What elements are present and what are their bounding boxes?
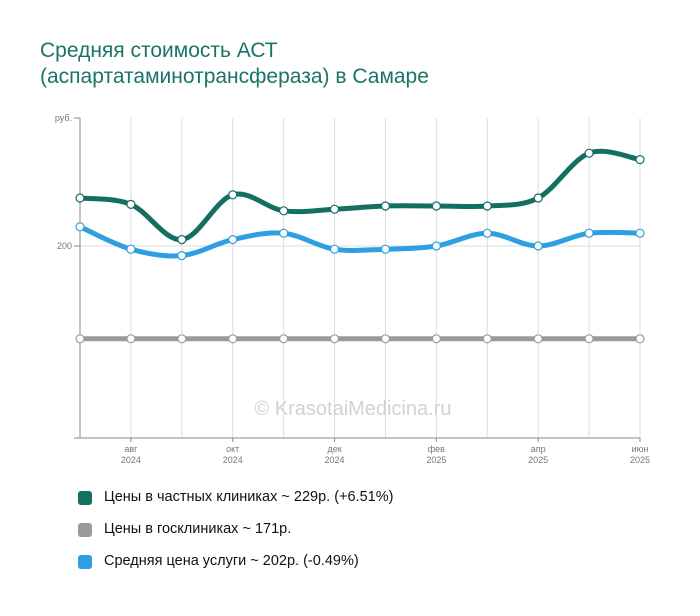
data-point-private[interactable] (75, 193, 85, 203)
legend-swatch-public (78, 523, 92, 537)
data-point-private[interactable] (126, 199, 136, 209)
data-point-average[interactable] (584, 228, 594, 238)
data-point-private[interactable] (635, 155, 645, 165)
data-point-average[interactable] (228, 235, 238, 245)
x-tick-label-year: 2025 (426, 455, 446, 465)
series-line-private (77, 148, 643, 243)
watermark-text: © KrasotaiMedicina.ru (254, 398, 451, 420)
data-point-private[interactable] (482, 201, 492, 211)
data-point-private[interactable] (279, 206, 289, 216)
data-point-public[interactable] (584, 334, 594, 344)
legend-swatch-average (78, 555, 92, 569)
data-point-public[interactable] (533, 334, 543, 344)
data-point-private[interactable] (329, 204, 340, 214)
data-point-private[interactable] (533, 193, 543, 203)
data-point-private[interactable] (177, 235, 187, 245)
data-point-average[interactable] (177, 251, 187, 261)
x-tick-label-month: апр (531, 444, 546, 454)
data-point-average[interactable] (431, 241, 441, 251)
x-tick-label-month: авг (124, 444, 138, 454)
y-tick-label-200: 200 (57, 241, 72, 251)
data-point-average[interactable] (482, 228, 492, 238)
x-tick-label-year: 2024 (223, 455, 243, 465)
chart-title-line-1: Средняя стоимость АСТ (40, 39, 278, 62)
chart-title: Средняя стоимость АСТ (аспартатаминотран… (40, 38, 680, 90)
legend-label-average: Средняя цена услуги ~ 202р. (-0.49%) (104, 553, 359, 569)
chart-title-line-2: (аспартатаминотрансфераза) в Самаре (40, 65, 429, 88)
data-point-average[interactable] (380, 244, 391, 254)
x-tick-label-month: окт (226, 444, 239, 454)
data-point-public[interactable] (431, 334, 441, 344)
data-point-public[interactable] (380, 334, 391, 344)
data-point-private[interactable] (228, 190, 238, 200)
data-point-public[interactable] (482, 334, 492, 344)
data-point-public[interactable] (228, 334, 238, 344)
data-point-average[interactable] (75, 222, 85, 232)
data-point-private[interactable] (380, 201, 391, 211)
data-point-average[interactable] (635, 228, 645, 238)
x-tick-label-month: июн (632, 444, 649, 454)
x-tick-label-month: дек (327, 444, 341, 454)
y-axis-unit-label: руб. (55, 113, 72, 123)
data-point-public[interactable] (635, 334, 645, 344)
x-tick-label-year: 2024 (325, 455, 345, 465)
data-point-public[interactable] (177, 334, 187, 344)
line-chart: руб.200авг2024окт2024дек2024фев2025апр20… (55, 113, 650, 465)
data-point-average[interactable] (329, 244, 340, 254)
data-point-average[interactable] (126, 244, 136, 254)
data-point-average[interactable] (279, 228, 289, 238)
data-point-private[interactable] (584, 148, 594, 158)
x-tick-label-year: 2025 (528, 455, 548, 465)
data-point-public[interactable] (75, 334, 85, 344)
data-point-public[interactable] (126, 334, 136, 344)
data-point-private[interactable] (431, 201, 441, 211)
x-tick-label-month: фев (428, 444, 445, 454)
data-point-public[interactable] (279, 334, 289, 344)
data-point-public[interactable] (329, 334, 340, 344)
legend-label-public: Цены в госклиниках ~ 171р. (104, 521, 292, 537)
legend-label-private: Цены в частных клиниках ~ 229р. (+6.51%) (104, 489, 394, 505)
legend-swatch-private (78, 491, 92, 505)
x-tick-label-year: 2024 (121, 455, 141, 465)
data-point-average[interactable] (533, 241, 543, 251)
x-tick-label-year: 2025 (630, 455, 650, 465)
